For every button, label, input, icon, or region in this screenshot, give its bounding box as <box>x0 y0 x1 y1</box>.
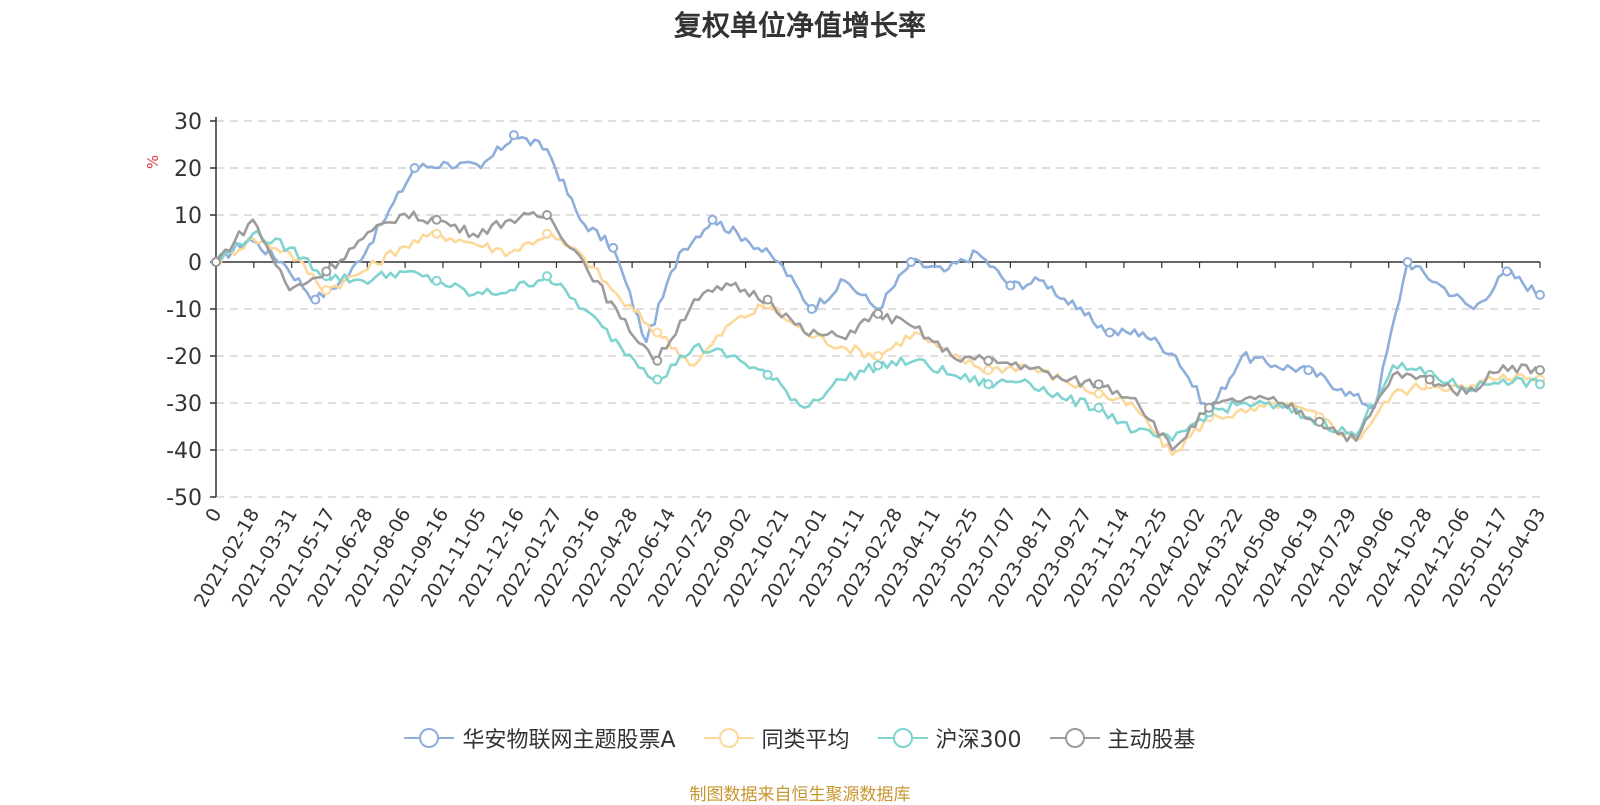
data-point <box>431 275 442 286</box>
data-point <box>873 360 883 371</box>
data-point <box>1402 257 1413 267</box>
data-point <box>321 266 332 277</box>
data-point <box>310 294 321 305</box>
data-point <box>542 210 552 220</box>
data-point <box>508 130 519 141</box>
data-point <box>1314 416 1325 427</box>
data-point <box>762 369 773 380</box>
x-tick-label: 0 <box>201 505 226 526</box>
data-point <box>906 257 917 267</box>
legend-marker-icon <box>1049 726 1100 750</box>
data-point <box>542 228 552 239</box>
legend-label: 同类平均 <box>761 728 850 753</box>
axes <box>210 117 1541 498</box>
data-point <box>1424 374 1435 385</box>
data-point <box>983 365 994 376</box>
data-point <box>707 214 718 225</box>
legend-label: 沪深300 <box>935 728 1022 753</box>
data-point <box>806 304 817 314</box>
y-tick-label: -40 <box>166 439 202 464</box>
data-point <box>1535 365 1545 376</box>
data-point <box>873 351 883 361</box>
legend-label: 主动股基 <box>1107 728 1196 753</box>
series-line-1 <box>215 230 1541 456</box>
data-point <box>1535 289 1545 300</box>
data-point <box>542 271 552 282</box>
data-point <box>1535 379 1545 390</box>
legend-item-2[interactable]: 沪深300 <box>877 722 1022 754</box>
legend-label: 华安物联网主题股票A <box>462 728 676 753</box>
y-tick-label: -30 <box>166 392 202 417</box>
data-point <box>1204 402 1214 413</box>
data-point <box>431 214 442 225</box>
data-point <box>1104 327 1115 338</box>
chart-title: 复权单位净值增长率 <box>673 9 926 42</box>
legend: 华安物联网主题股票A 同类平均 沪深300 主动股基 <box>0 722 1600 754</box>
data-point <box>211 257 221 267</box>
data-point <box>762 294 773 305</box>
data-point <box>1005 280 1016 291</box>
series-line-3 <box>214 210 1541 452</box>
data-point <box>652 374 663 385</box>
legend-marker-icon <box>877 726 928 750</box>
data-point <box>431 228 442 239</box>
y-tick-label: -20 <box>166 345 202 370</box>
data-point <box>409 163 420 173</box>
y-axis-label: % <box>144 155 162 169</box>
data-point <box>608 242 619 253</box>
data-point <box>1093 402 1104 413</box>
data-point <box>1501 266 1512 277</box>
legend-marker-icon <box>404 726 455 750</box>
line-chart: 30 20 10 0 -10 -20 -30 -40 -50 02021-02-182021-0… <box>144 110 1550 612</box>
data-point <box>873 308 883 319</box>
data-point <box>1093 388 1104 399</box>
data-point <box>983 355 994 366</box>
y-tick-label: 0 <box>188 251 202 276</box>
data-point <box>983 379 994 390</box>
data-point <box>652 327 663 338</box>
legend-item-1[interactable]: 同类平均 <box>703 722 850 754</box>
y-tick-label: -50 <box>166 486 202 511</box>
y-tick-label: -10 <box>166 298 202 323</box>
y-tick-label: 20 <box>174 157 202 182</box>
data-point <box>321 285 332 296</box>
source-note: 制图数据来自恒生聚源数据库 <box>689 785 911 805</box>
data-point <box>1093 379 1104 390</box>
legend-item-3[interactable]: 主动股基 <box>1049 722 1196 754</box>
series-lines <box>211 130 1545 456</box>
data-point <box>1303 365 1314 376</box>
y-tick-label: 10 <box>174 204 202 229</box>
x-tick-labels: 02021-02-182021-03-312021-05-172021-06-2… <box>190 505 1550 612</box>
y-tick-labels: 30 20 10 0 -10 -20 -30 -40 -50 <box>166 110 202 511</box>
series-line-0 <box>214 133 1541 414</box>
y-tick-label: 30 <box>174 110 202 135</box>
legend-marker-icon <box>703 726 754 750</box>
legend-item-0[interactable]: 华安物联网主题股票A <box>404 722 676 754</box>
data-point <box>652 355 663 366</box>
